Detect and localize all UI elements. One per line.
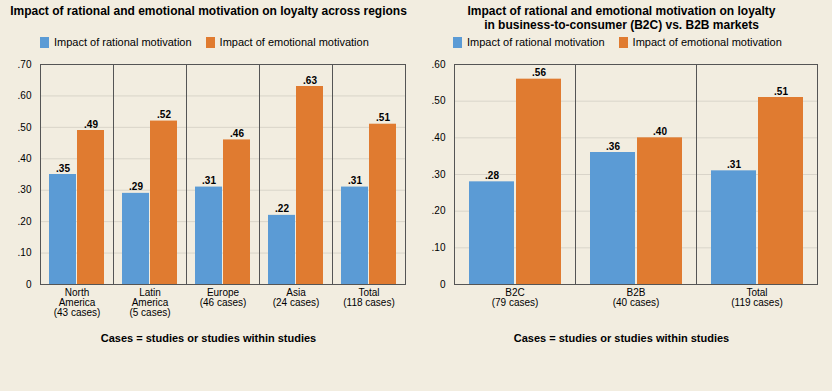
svg-text:.31: .31 [348,175,362,186]
svg-text:.50: .50 [432,95,446,106]
svg-text:.35: .35 [56,163,70,174]
svg-text:B2C(79 cases): B2C(79 cases) [492,287,539,308]
svg-text:0: 0 [26,279,32,290]
svg-text:.10: .10 [432,242,446,253]
svg-text:B2B(40 cases): B2B(40 cases) [613,287,660,308]
svg-text:LatinAmerica(5 cases): LatinAmerica(5 cases) [129,287,170,318]
svg-text:.31: .31 [202,175,216,186]
html-text:Impact of rational and emotion: Impact of rational and emotional motivat… [10,4,407,18]
svg-text:NorthAmerica(43 cases): NorthAmerica(43 cases) [54,287,101,318]
svg-text:.30: .30 [18,184,32,195]
svg-text:.30: .30 [432,169,446,180]
html-text:Cases = studies or studies wit: Cases = studies or studies within studie… [513,332,730,344]
svg-text:.50: .50 [18,122,32,133]
svg-text:.40: .40 [653,126,667,137]
svg-text:.60: .60 [432,59,446,70]
svg-text:.28: .28 [485,170,499,181]
svg-text:.20: .20 [18,216,32,227]
html-text:Impact of rational motivation: Impact of rational motivation [467,36,605,48]
svg-text:.22: .22 [275,203,289,214]
svg-text:.40: .40 [432,132,446,143]
svg-text:Total(118 cases): Total(118 cases) [343,287,395,308]
svg-text:.56: .56 [532,67,546,78]
svg-text:.63: .63 [303,75,317,86]
svg-text:.29: .29 [129,181,143,192]
svg-text:.60: .60 [18,90,32,101]
svg-text:Asia(24 cases): Asia(24 cases) [273,287,320,308]
svg-text:0: 0 [440,279,446,290]
svg-text:.51: .51 [774,86,788,97]
html-text:Impact of emotional motivation: Impact of emotional motivation [219,36,369,48]
svg-text:.40: .40 [18,153,32,164]
html-text:Impact of rational motivation: Impact of rational motivation [54,36,192,48]
svg-text:.70: .70 [18,59,32,70]
html-text:Impact of emotional motivation: Impact of emotional motivation [632,36,782,48]
svg-text:.52: .52 [157,109,171,120]
svg-text:.10: .10 [18,247,32,258]
svg-text:Europe(46 cases): Europe(46 cases) [200,287,247,308]
svg-text:.31: .31 [727,159,741,170]
svg-text:.20: .20 [432,205,446,216]
svg-text:.49: .49 [84,119,98,130]
svg-text:Total(119 cases): Total(119 cases) [731,287,783,308]
svg-text:.36: .36 [606,141,620,152]
svg-text:.46: .46 [230,128,244,139]
html-text:Cases = studies or studies wit: Cases = studies or studies within studie… [100,332,317,344]
html-text:Impact of rational and emotion: Impact of rational and emotional motivat… [467,4,776,32]
svg-text:.51: .51 [376,112,390,123]
